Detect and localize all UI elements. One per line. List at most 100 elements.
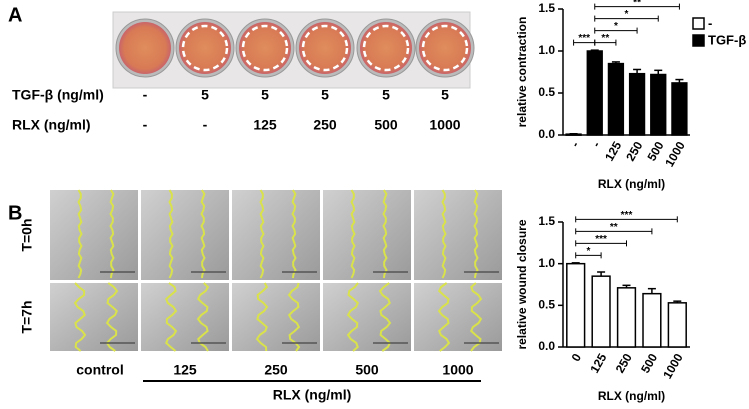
row-label: TGF-β (ng/ml): [12, 87, 104, 103]
y-tick-label: 1.0: [538, 256, 555, 270]
x-tick-label: 0: [569, 351, 585, 364]
legend-label: -: [708, 15, 712, 30]
y-tick-label: 1.5: [538, 1, 555, 15]
bar: [566, 262, 586, 348]
y-axis-label: relative wound closure: [515, 219, 529, 349]
x-tick-label: 125: [587, 351, 609, 376]
legend-label: TGF-β: [708, 32, 746, 47]
wound-edge: [200, 189, 206, 279]
row-value: 125: [253, 117, 277, 133]
x-tick-label: 1000: [662, 139, 688, 169]
row-value: 5: [201, 87, 209, 103]
row-value: -: [143, 117, 148, 133]
y-tick-label: 0.5: [538, 85, 555, 99]
legend-swatch: [692, 17, 705, 30]
row-value: 500: [374, 117, 398, 133]
x-tick-label: 250: [613, 351, 635, 376]
bar: [607, 62, 625, 136]
row-value: 5: [382, 87, 390, 103]
wound-photo: [414, 190, 502, 280]
bar: [642, 292, 662, 348]
wound-edge: [77, 189, 83, 279]
well: [419, 22, 471, 74]
wound-edge: [287, 282, 301, 352]
x-tick-label: 1000: [660, 351, 686, 381]
legend-swatch: [692, 34, 705, 47]
y-tick-label: 1.0: [538, 43, 555, 57]
x-tick-label: 125: [602, 139, 624, 164]
wound-photo: [414, 283, 502, 351]
well: [239, 22, 291, 74]
wound-photo: [232, 283, 320, 351]
row-value: -: [203, 117, 208, 133]
column-label: control: [76, 362, 123, 378]
well-outline: [362, 24, 410, 72]
panel-label: A: [8, 4, 22, 26]
wound-photo: [323, 190, 411, 280]
wound-edge: [291, 189, 297, 279]
well-outline: [241, 24, 289, 72]
column-label: 250: [264, 362, 288, 378]
wound-edge: [378, 282, 392, 352]
wound-edge: [105, 282, 119, 352]
wound-edge: [168, 189, 174, 279]
x-tick-label: 500: [638, 351, 660, 376]
y-tick-label: 0.5: [538, 298, 555, 312]
wound-edge: [73, 282, 87, 352]
group-label: RLX (ng/ml): [273, 387, 352, 403]
significance-label: *: [625, 9, 629, 20]
wound-photo: [141, 190, 229, 280]
panel-label: B: [8, 202, 22, 224]
significance-label: ***: [621, 210, 633, 221]
row-value: 250: [313, 117, 337, 133]
bar: [628, 72, 646, 136]
significance-label: *: [586, 246, 590, 257]
wound-edge: [350, 189, 356, 279]
significance-label: **: [633, 0, 641, 8]
x-tick-label: 250: [623, 139, 645, 164]
wound-edge: [196, 282, 210, 352]
y-tick-label: 1.5: [538, 214, 555, 228]
y-axis-label: relative contraction: [515, 17, 529, 128]
well-outline: [301, 24, 349, 72]
significance-label: ***: [595, 234, 607, 245]
wound-edge: [441, 189, 447, 279]
wound-edge: [473, 189, 479, 279]
column-label: 1000: [442, 362, 473, 378]
wound-photo: [232, 190, 320, 280]
row-label: RLX (ng/ml): [12, 117, 91, 133]
well: [360, 22, 412, 74]
bar: [650, 73, 667, 136]
wound-edge: [382, 189, 388, 279]
bar: [591, 275, 611, 348]
wound-edge: [255, 282, 269, 352]
x-tick-label: -: [568, 139, 582, 149]
wound-photo: [323, 283, 411, 351]
wound-edge: [109, 189, 115, 279]
row-value: 5: [261, 87, 269, 103]
wound-photo: [50, 283, 138, 351]
wound-photo: [141, 283, 229, 351]
wound-edge: [437, 282, 451, 352]
bar: [667, 302, 687, 348]
row-value: 5: [441, 87, 449, 103]
wound-edge: [346, 282, 360, 352]
wound-edge: [470, 282, 483, 352]
significance-label: ***: [578, 33, 590, 44]
well: [179, 22, 231, 74]
well-outline: [421, 24, 469, 72]
row-value: 5: [321, 87, 329, 103]
well-outline: [181, 24, 229, 72]
significance-label: **: [610, 222, 618, 233]
wound-edge: [165, 282, 178, 352]
x-axis-label: RLX (ng/ml): [598, 177, 665, 191]
well: [299, 22, 351, 74]
significance-label: **: [601, 33, 609, 44]
x-tick-label: -: [589, 139, 603, 149]
significance-label: *: [614, 21, 618, 32]
row-value: 1000: [429, 117, 460, 133]
column-label: 500: [355, 362, 379, 378]
bar: [586, 50, 603, 136]
wound-photo: [50, 190, 138, 280]
